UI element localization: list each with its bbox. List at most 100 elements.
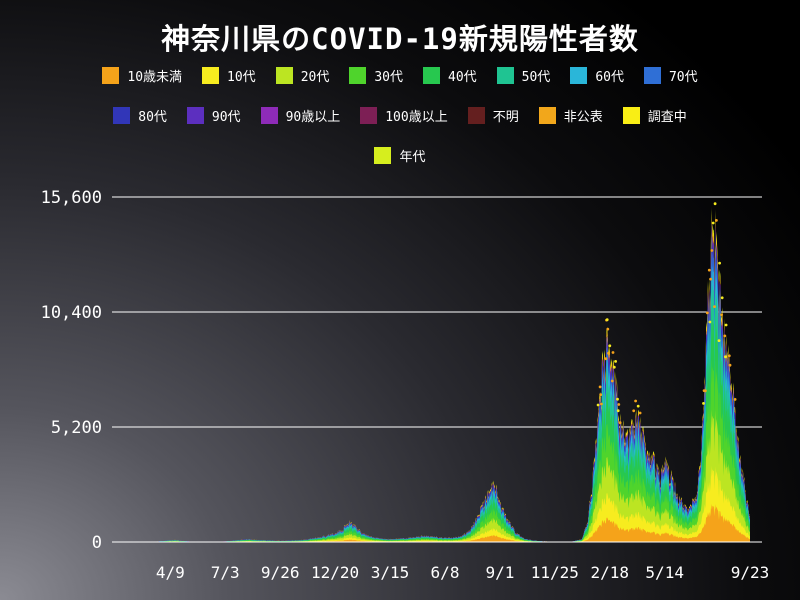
legend-label: 20代: [300, 69, 330, 85]
scatter-dot: [610, 379, 614, 383]
x-tick-label: 7/3: [211, 563, 240, 582]
legend-item: 100歳以上: [360, 106, 448, 125]
legend-item: 20代: [275, 66, 330, 85]
legend-item: 不明: [467, 106, 519, 125]
scatter-dot: [710, 249, 714, 252]
legend-swatch-icon: [570, 66, 588, 84]
legend-item: 90代: [186, 106, 241, 125]
scatter-dot: [596, 403, 600, 407]
scatter-dot: [709, 277, 712, 281]
legend-item: 50代: [496, 66, 551, 85]
legend-swatch-icon: [374, 146, 392, 164]
x-tick-label: 5/14: [645, 563, 684, 582]
x-tick-label: 9/26: [261, 563, 300, 582]
scatter-dot: [718, 261, 721, 265]
scatter-dot: [708, 320, 712, 324]
scatter-dot: [711, 221, 715, 225]
legend-label: 不明: [492, 109, 519, 125]
x-tick-label: 6/8: [431, 563, 460, 582]
scatter-dot: [617, 403, 621, 406]
x-tick-label: 11/25: [531, 563, 579, 582]
scatter-dot: [727, 354, 731, 358]
scatter-dot: [638, 411, 642, 415]
legend-label: 90代: [211, 109, 241, 125]
x-tick-label: 2/18: [591, 563, 630, 582]
legend-label: 70代: [668, 69, 698, 85]
scatter-dot: [606, 327, 610, 331]
scatter-dot: [720, 313, 723, 317]
scatter-dot: [728, 363, 732, 367]
legend-item: 30代: [349, 66, 403, 85]
scatter-dot: [632, 409, 636, 413]
x-tick-label: 9/1: [485, 563, 514, 582]
scatter-dot: [704, 389, 707, 393]
scatter-dot: [616, 409, 620, 413]
legend-item: 非公表: [538, 106, 603, 125]
scatter-dot: [600, 402, 603, 406]
legend-label: 年代: [399, 149, 426, 165]
scatter-dot: [605, 318, 609, 322]
legend-swatch-icon: [622, 106, 640, 124]
legend-swatch-icon: [467, 106, 485, 124]
legend-label: 調査中: [647, 109, 687, 125]
legend-swatch-icon: [102, 66, 120, 84]
x-tick-label: 12/20: [311, 563, 359, 582]
x-tick-label: 4/9: [156, 563, 185, 582]
scatter-dot: [702, 402, 705, 405]
legend-swatch-icon: [186, 106, 204, 124]
scatter-dot: [723, 334, 727, 338]
legend-label: 60代: [595, 69, 624, 85]
area-band-0: [116, 503, 750, 542]
legend-row: 10歳未満 10代 20代 30代 40代 50代 60代 70代: [0, 64, 800, 86]
legend-item: 年代: [374, 146, 426, 165]
scatter-dot: [618, 421, 622, 425]
legend-item: 40代: [423, 66, 477, 85]
legend-item: 60代: [570, 66, 624, 85]
scatter-dot: [604, 357, 608, 361]
scatter-dot: [715, 219, 718, 222]
legend-swatch-icon: [360, 106, 378, 124]
scatter-dot: [636, 404, 640, 408]
legend-label: 50代: [521, 69, 551, 85]
area-band-1: [116, 465, 750, 542]
x-tick-label: 9/23: [731, 563, 770, 582]
scatter-dot: [598, 385, 602, 389]
scatter-dot: [707, 268, 711, 272]
scatter-dot: [713, 305, 716, 308]
legend-item: 90歳以上: [260, 106, 341, 125]
y-tick-label: 5,200: [51, 418, 102, 438]
legend-label: 30代: [374, 69, 403, 85]
legend-label: 80代: [138, 109, 167, 125]
legend-row: 80代 90代 90歳以上 100歳以上 不明 非公表 調査中: [0, 104, 800, 126]
scatter-dot: [720, 296, 724, 300]
legend-swatch-icon: [202, 66, 220, 84]
scatter-dot: [724, 355, 727, 359]
legend-swatch-icon: [275, 66, 293, 84]
y-tick-label: 15,600: [41, 188, 102, 208]
legend-label: 非公表: [563, 109, 603, 125]
scatter-dot: [612, 365, 616, 369]
scatter-dot: [733, 398, 737, 401]
legend-label: 90歳以上: [285, 109, 341, 125]
area-band-5: [116, 271, 750, 542]
scatter-dot: [607, 351, 610, 355]
area-band-6: [116, 251, 750, 542]
legend: 10歳未満 10代 20代 30代 40代 50代 60代 70代 80代 90代 90歳以上 100…: [0, 64, 800, 184]
scatter-dot: [608, 344, 612, 348]
legend-label: 40代: [448, 69, 477, 85]
scatter-dot: [599, 393, 603, 396]
legend-swatch-icon: [496, 66, 514, 84]
y-tick-label: 10,400: [41, 303, 102, 323]
area-band-3: [116, 358, 750, 542]
legend-swatch-icon: [643, 66, 661, 84]
scatter-dot: [717, 339, 721, 342]
legend-item: 10歳未満: [102, 66, 182, 85]
legend-item: 調査中: [622, 106, 687, 125]
area-band-2: [116, 409, 750, 542]
legend-label: 10代: [227, 69, 256, 85]
scatter-dot: [705, 311, 709, 315]
legend-swatch-icon: [423, 66, 440, 84]
legend-item: 80代: [113, 106, 167, 125]
legend-swatch-icon: [260, 106, 278, 124]
